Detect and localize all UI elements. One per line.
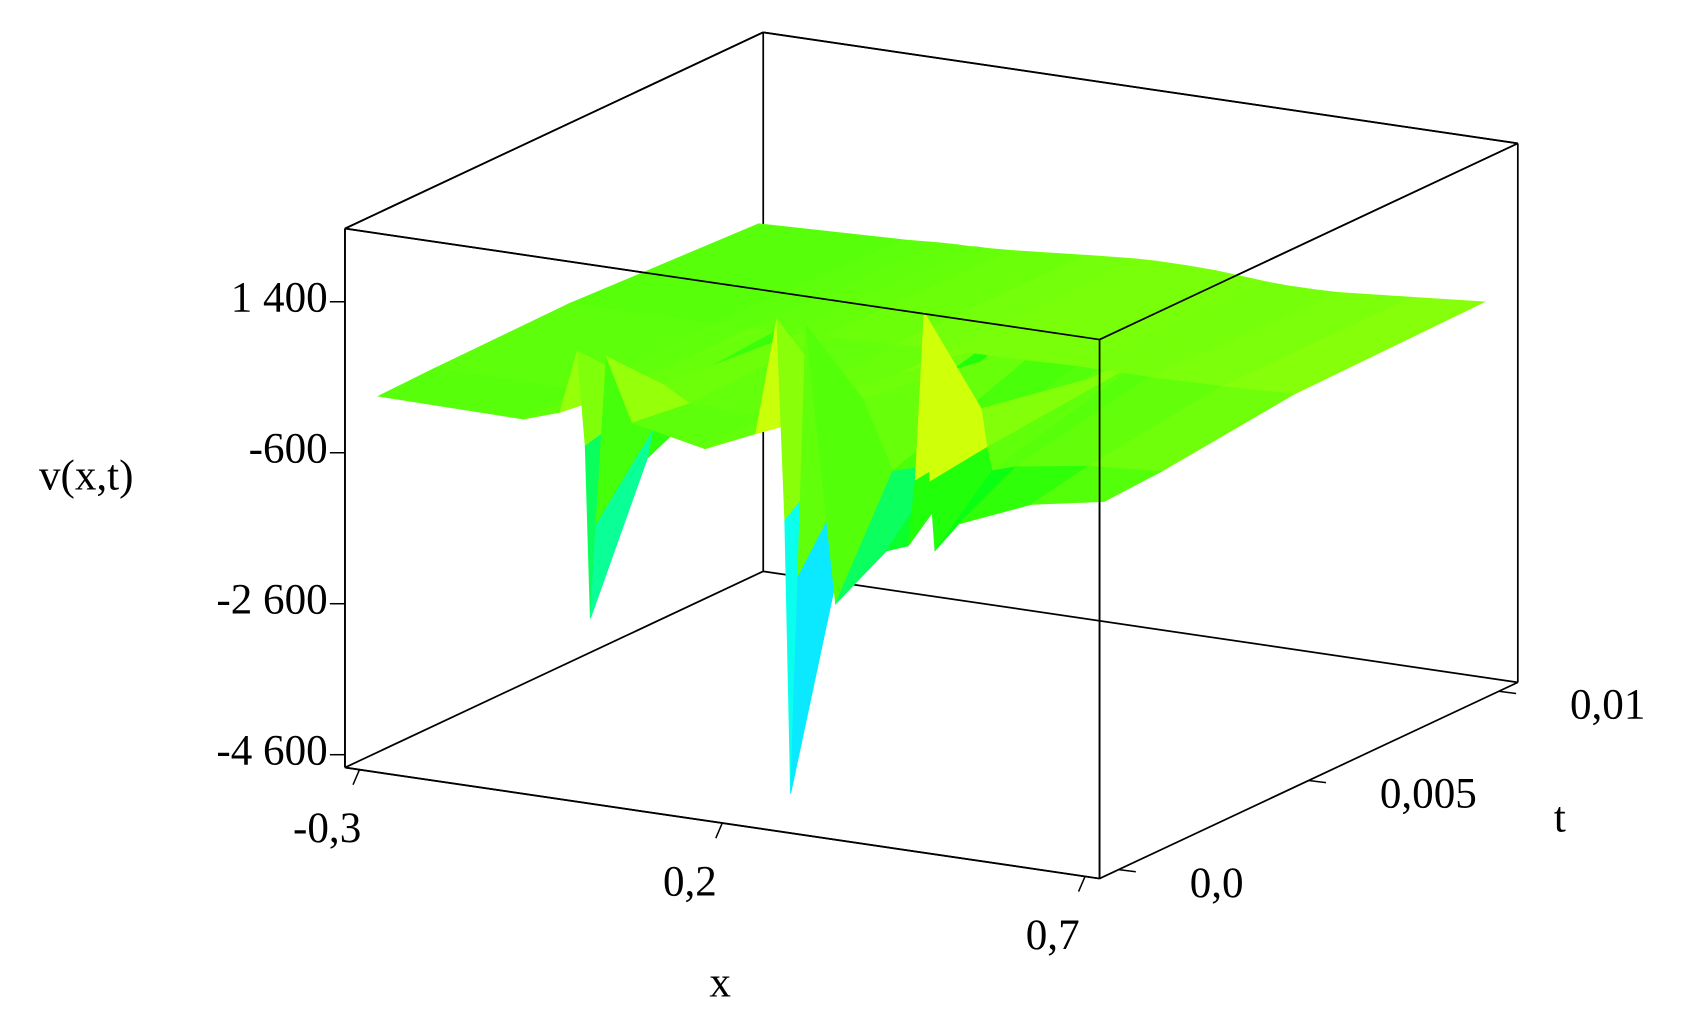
t-tick [1118, 868, 1136, 873]
x-tick-label: 0,7 [1026, 912, 1080, 959]
box-edge [1099, 142, 1519, 341]
box-edge [344, 31, 764, 230]
x-axis-label: x [709, 959, 731, 1006]
x-tick [352, 769, 361, 786]
x-tick [1077, 876, 1086, 892]
x-tick-label: -0,3 [293, 805, 361, 852]
t-tick [1498, 690, 1517, 695]
x-tick-label: 0,2 [663, 858, 717, 905]
t-tick [1308, 779, 1327, 784]
plot: v(x,t) x t 1 400 -600 -2 600 -4 600 -0,3 0,2 0… [39, 31, 1645, 1006]
t-tick-label: 0,005 [1380, 771, 1477, 818]
box-edge [344, 570, 764, 769]
t-tick-label: 0,0 [1190, 860, 1244, 907]
t-axis-label: t [1554, 794, 1566, 841]
surface-patch [1029, 465, 1163, 505]
z-tick-label: 1 400 [231, 275, 328, 322]
t-tick-label: 0,01 [1570, 681, 1645, 728]
z-tick-label: -2 600 [216, 577, 327, 624]
box-edge [344, 227, 1100, 341]
box-edge [763, 570, 1518, 684]
z-axis-label: v(x,t) [39, 453, 134, 500]
z-tick-label: -4 600 [216, 728, 327, 775]
z-tick-label: -600 [249, 426, 328, 473]
box-edge [763, 31, 1518, 145]
x-tick [715, 822, 723, 839]
